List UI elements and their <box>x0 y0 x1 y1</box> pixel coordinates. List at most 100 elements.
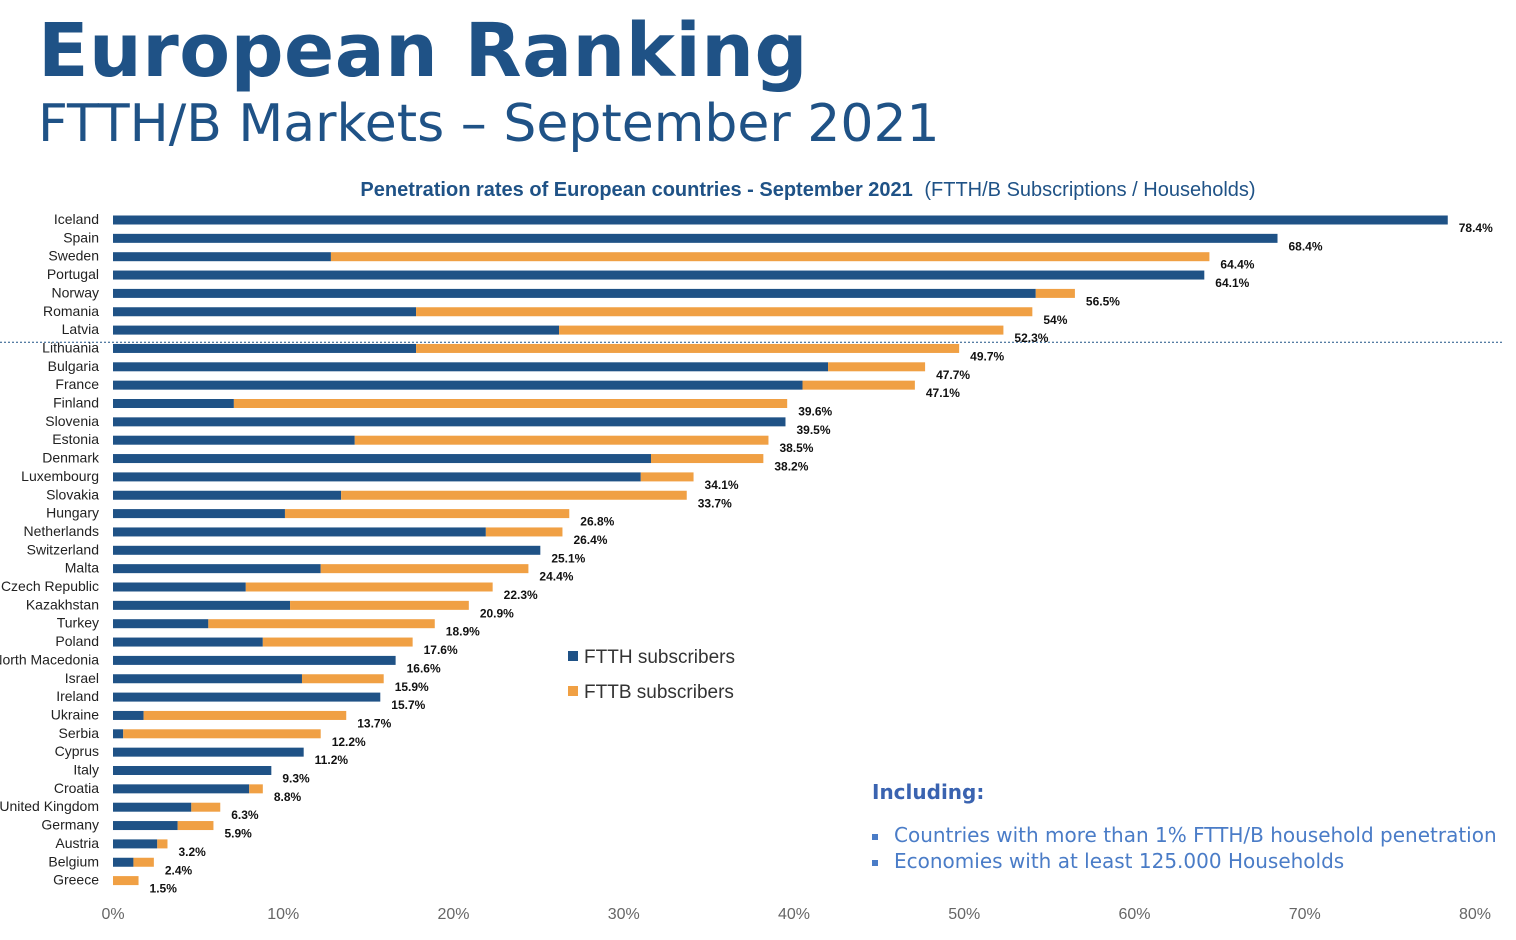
bar-fttb-czech-republic <box>245 582 493 592</box>
value-label: 39.6% <box>798 405 832 419</box>
value-label: 78.4% <box>1459 221 1493 235</box>
notes-box: Including: Countries with more than 1% F… <box>872 780 1497 874</box>
category-label: Lithuania <box>42 339 99 355</box>
bar-ftth-netherlands <box>113 527 486 537</box>
value-label: 26.8% <box>580 515 614 529</box>
category-label: North Macedonia <box>0 651 99 667</box>
bullet-icon <box>872 833 878 840</box>
bar-ftth-switzerland <box>113 545 541 555</box>
bar-fttb-norway <box>1035 288 1075 298</box>
legend-label: FTTB subscribers <box>584 682 734 703</box>
value-label: 11.2% <box>315 753 349 767</box>
category-label: Poland <box>55 633 99 649</box>
legend: FTTH subscribers FTTB subscribers <box>568 647 735 703</box>
x-tick-label: 10% <box>267 906 299 923</box>
legend-swatch <box>568 651 578 661</box>
category-label: Netherlands <box>24 523 100 539</box>
bar-fttb-greece <box>113 876 139 886</box>
value-label: 64.1% <box>1215 276 1249 290</box>
bar-ftth-norway <box>113 288 1036 298</box>
bar-ftth-romania <box>113 307 417 317</box>
legend-label: FTTH subscribers <box>584 647 735 668</box>
category-label: Belgium <box>48 853 99 869</box>
value-label: 56.5% <box>1086 294 1120 308</box>
category-label: Estonia <box>52 431 99 447</box>
x-tick-label: 60% <box>1118 906 1150 923</box>
x-tick-label: 0% <box>101 906 124 923</box>
bar-fttb-lithuania <box>416 343 960 353</box>
notes-item-text: Economies with at least 125.000 Househol… <box>894 849 1345 873</box>
bar-ftth-ireland <box>113 692 381 702</box>
value-label: 54% <box>1043 313 1067 327</box>
category-label: Hungary <box>46 505 99 521</box>
bar-ftth-lithuania <box>113 343 417 353</box>
bar-ftth-sweden <box>113 252 331 262</box>
value-label: 47.1% <box>926 386 960 400</box>
category-label: Greece <box>53 872 99 888</box>
value-label: 20.9% <box>480 606 514 620</box>
category-label: Ukraine <box>51 706 99 722</box>
bar-ftth-latvia <box>113 325 560 335</box>
bar-fttb-austria <box>157 839 168 849</box>
bar-fttb-united-kingdom <box>191 802 221 812</box>
bar-ftth-slovakia <box>113 490 342 500</box>
value-label: 12.2% <box>332 735 366 749</box>
bar-fttb-estonia <box>354 435 769 445</box>
bar-ftth-north-macedonia <box>113 655 396 665</box>
category-label: Italy <box>73 762 99 778</box>
chart-title-suffix: (FTTH/B Subscriptions / Households) <box>924 179 1255 201</box>
bar-ftth-poland <box>113 637 263 647</box>
category-label: Turkey <box>57 615 99 631</box>
bar-ftth-kazakhstan <box>113 600 291 610</box>
category-label: Iceland <box>54 211 99 227</box>
bar-ftth-denmark <box>113 454 651 464</box>
value-label: 34.1% <box>705 478 739 492</box>
x-tick-label: 30% <box>608 906 640 923</box>
value-label: 33.7% <box>698 496 732 510</box>
bar-fttb-luxembourg <box>640 472 694 482</box>
bar-fttb-croatia <box>249 784 263 794</box>
category-label: Romania <box>43 303 99 319</box>
value-label: 68.4% <box>1289 239 1323 253</box>
category-label: Czech Republic <box>1 578 99 594</box>
bar-fttb-belgium <box>133 857 154 867</box>
category-label: Sweden <box>48 248 99 264</box>
category-label: Kazakhstan <box>26 596 99 612</box>
bar-fttb-netherlands <box>485 527 563 537</box>
bar-fttb-finland <box>233 399 788 408</box>
notes-item-text: Countries with more than 1% FTTH/B house… <box>894 823 1497 847</box>
value-label: 18.9% <box>446 625 480 639</box>
x-tick-label: 80% <box>1459 906 1491 923</box>
bar-ftth-united-kingdom <box>113 802 192 812</box>
x-tick-label: 70% <box>1289 906 1321 923</box>
category-label: Switzerland <box>27 541 99 557</box>
value-label: 24.4% <box>539 570 573 584</box>
bar-ftth-malta <box>113 564 321 574</box>
bar-ftth-belgium <box>113 857 134 867</box>
category-label: Norway <box>52 284 99 300</box>
bar-ftth-serbia <box>113 729 124 739</box>
value-label: 5.9% <box>224 827 252 841</box>
value-label: 13.7% <box>357 716 391 730</box>
x-tick-label: 20% <box>437 906 469 923</box>
category-label: Latvia <box>62 321 100 337</box>
value-label: 22.3% <box>504 588 538 602</box>
notes-list: Countries with more than 1% FTTH/B house… <box>872 822 1497 874</box>
category-label: Israel <box>65 670 99 686</box>
value-label: 49.7% <box>970 349 1004 363</box>
value-label: 38.5% <box>779 441 813 455</box>
bar-ftth-iceland <box>113 215 1448 225</box>
bar-ftth-italy <box>113 766 272 775</box>
page-title: European Ranking <box>38 8 808 94</box>
value-label: 64.4% <box>1220 258 1254 272</box>
category-label: Ireland <box>56 688 99 704</box>
legend-swatch <box>568 686 578 696</box>
bar-ftth-ukraine <box>113 710 144 720</box>
category-label: Spain <box>63 229 99 245</box>
bar-fttb-poland <box>262 637 413 647</box>
value-label: 16.6% <box>407 661 441 675</box>
bar-ftth-austria <box>113 839 158 849</box>
category-label: Luxembourg <box>21 468 99 484</box>
category-label: Bulgaria <box>48 358 100 374</box>
chart-title-main: Penetration rates of European countries … <box>360 179 912 201</box>
